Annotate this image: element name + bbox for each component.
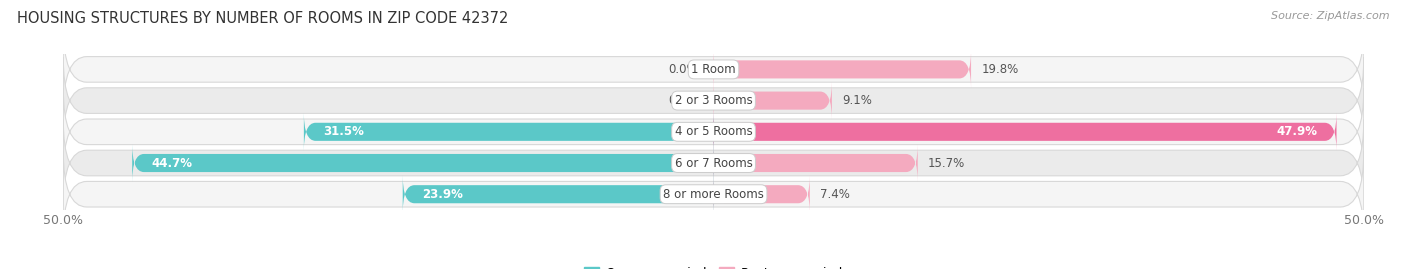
Text: 6 or 7 Rooms: 6 or 7 Rooms <box>675 157 752 169</box>
Text: 31.5%: 31.5% <box>323 125 364 138</box>
Text: 1 Room: 1 Room <box>692 63 735 76</box>
Text: 19.8%: 19.8% <box>981 63 1019 76</box>
FancyBboxPatch shape <box>713 82 832 120</box>
Text: 23.9%: 23.9% <box>422 188 463 201</box>
Text: 15.7%: 15.7% <box>928 157 966 169</box>
FancyBboxPatch shape <box>713 113 1337 151</box>
Text: 0.0%: 0.0% <box>668 63 697 76</box>
Text: 4 or 5 Rooms: 4 or 5 Rooms <box>675 125 752 138</box>
FancyBboxPatch shape <box>132 144 713 182</box>
Text: 0.0%: 0.0% <box>668 94 697 107</box>
FancyBboxPatch shape <box>713 144 918 182</box>
Text: HOUSING STRUCTURES BY NUMBER OF ROOMS IN ZIP CODE 42372: HOUSING STRUCTURES BY NUMBER OF ROOMS IN… <box>17 11 508 26</box>
FancyBboxPatch shape <box>63 57 1364 144</box>
FancyBboxPatch shape <box>713 50 972 89</box>
FancyBboxPatch shape <box>63 89 1364 175</box>
FancyBboxPatch shape <box>63 151 1364 238</box>
Text: 44.7%: 44.7% <box>152 157 193 169</box>
Text: Source: ZipAtlas.com: Source: ZipAtlas.com <box>1271 11 1389 21</box>
FancyBboxPatch shape <box>63 26 1364 113</box>
Text: 2 or 3 Rooms: 2 or 3 Rooms <box>675 94 752 107</box>
Legend: Owner-occupied, Renter-occupied: Owner-occupied, Renter-occupied <box>579 262 848 269</box>
FancyBboxPatch shape <box>713 175 810 213</box>
FancyBboxPatch shape <box>304 113 713 151</box>
FancyBboxPatch shape <box>402 175 713 213</box>
Text: 8 or more Rooms: 8 or more Rooms <box>664 188 763 201</box>
FancyBboxPatch shape <box>63 120 1364 206</box>
Text: 7.4%: 7.4% <box>820 188 851 201</box>
Text: 9.1%: 9.1% <box>842 94 872 107</box>
Text: 47.9%: 47.9% <box>1277 125 1317 138</box>
